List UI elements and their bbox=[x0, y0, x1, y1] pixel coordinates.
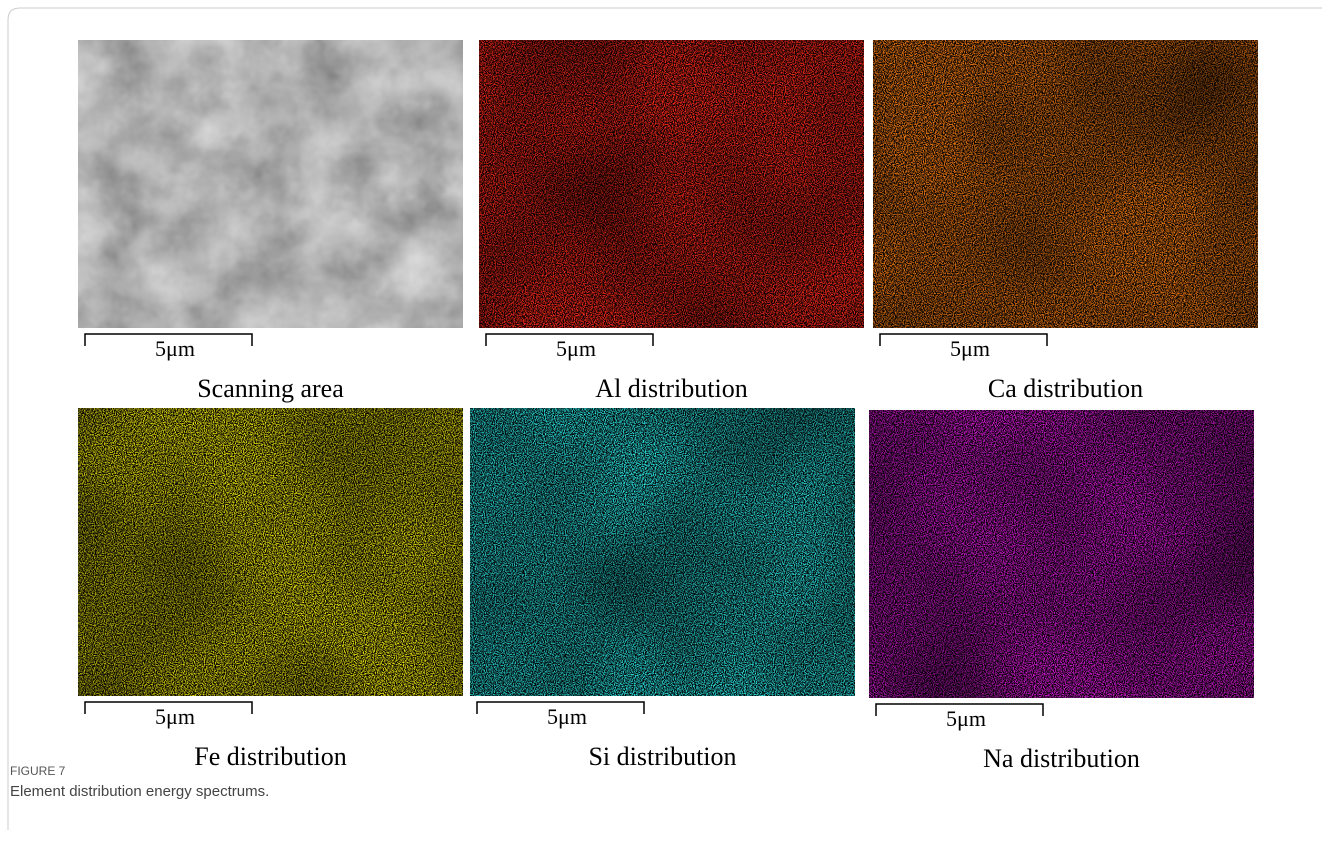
scale-label: 5μm bbox=[155, 704, 195, 729]
scale-label: 5μm bbox=[155, 336, 195, 361]
figure: 5μmScanning area5μmAl distribution5μmCa … bbox=[0, 0, 1330, 855]
scale-label: 5μm bbox=[547, 704, 587, 729]
page: 5μmScanning area5μmAl distribution5μmCa … bbox=[0, 0, 1330, 855]
scale-label: 5μm bbox=[946, 706, 986, 731]
panel-caption: Na distribution bbox=[983, 744, 1140, 773]
map-shade bbox=[869, 410, 1254, 698]
map-shade bbox=[873, 40, 1258, 328]
map-shade bbox=[479, 40, 864, 328]
panel-caption: Al distribution bbox=[595, 374, 747, 403]
map-shade bbox=[78, 408, 463, 696]
panel-caption: Scanning area bbox=[197, 374, 344, 403]
panel-caption: Ca distribution bbox=[988, 374, 1143, 403]
map-shade bbox=[470, 408, 855, 696]
panel-caption: Si distribution bbox=[588, 742, 736, 771]
scale-label: 5μm bbox=[556, 336, 596, 361]
sem-image bbox=[78, 40, 463, 328]
figure-caption: Element distribution energy spectrums. bbox=[10, 783, 269, 800]
panel-caption: Fe distribution bbox=[194, 742, 346, 771]
scale-label: 5μm bbox=[950, 336, 990, 361]
figure-label: FIGURE 7 bbox=[10, 764, 66, 778]
